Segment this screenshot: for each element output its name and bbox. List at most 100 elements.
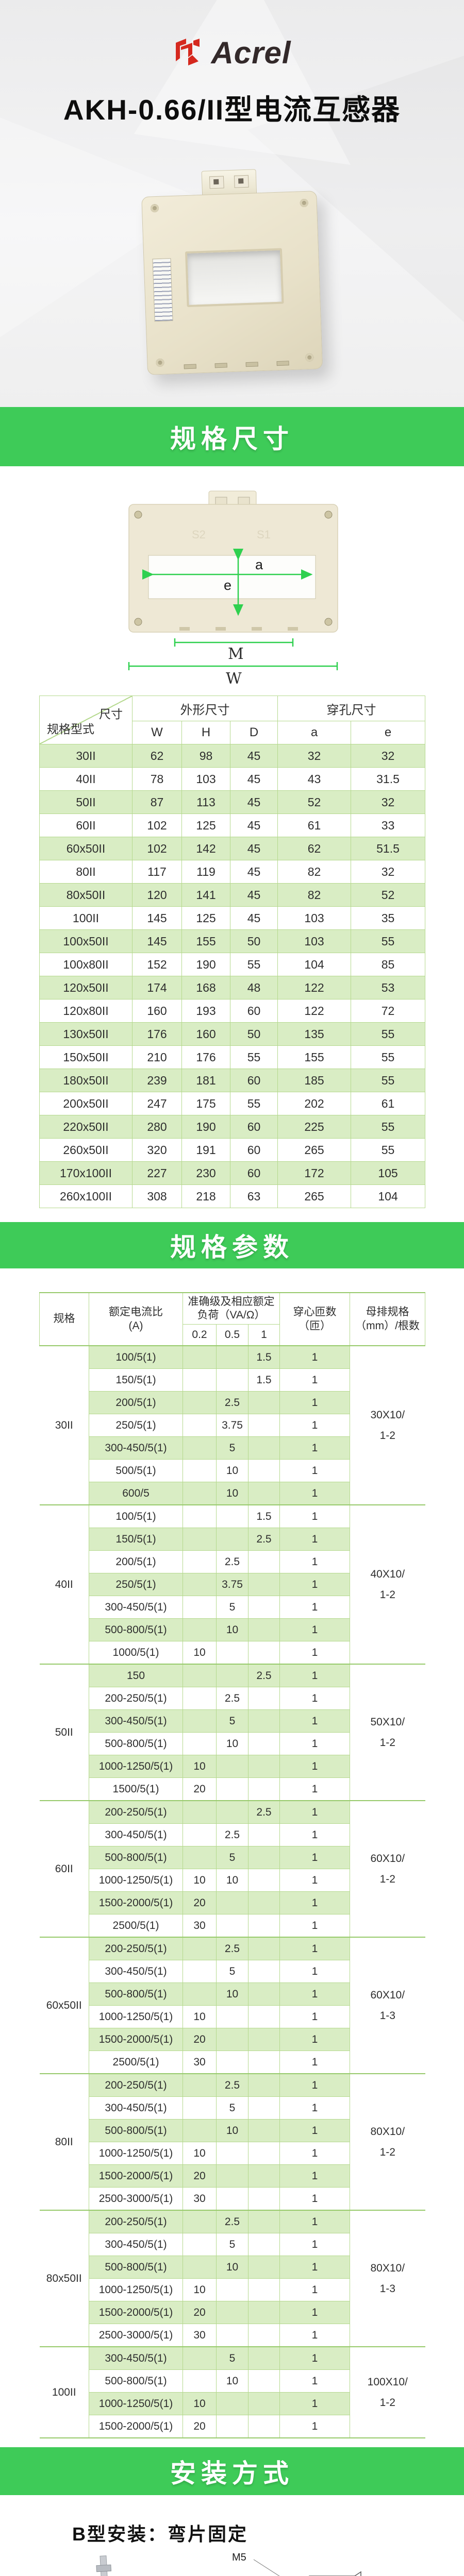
cell: 300-450/5(1) [89, 2096, 183, 2120]
cell: 500-800/5(1) [89, 1982, 183, 2006]
cell [216, 2415, 248, 2438]
dimension-diagram: S2 S1 a e M W [128, 490, 338, 688]
cell [216, 2164, 248, 2188]
table-row: 500-800/5(1) 10 1 [40, 1732, 425, 1755]
cell: 145 [132, 906, 182, 930]
corner-label-top: 尺寸 [99, 707, 123, 721]
table-row: 1500/5(1) 20 1 [40, 1777, 425, 1801]
cell: 170x100II [39, 1161, 132, 1185]
table-row: 200x50II 247 175 55 202 61 [39, 1092, 426, 1115]
cell: 176 [181, 1045, 230, 1069]
cell: 82 [277, 860, 352, 884]
cell: 5 [216, 2346, 248, 2370]
cell [216, 1641, 248, 1664]
cell: 160 [132, 999, 182, 1023]
dimension-table-body: 30II 62 98 45 32 32 40II 78 103 45 43 31.5 50II 87 113… [39, 744, 426, 1208]
cell [183, 2096, 217, 2120]
cell [183, 1528, 217, 1551]
spec-group-label: 60II [39, 1800, 89, 1937]
cell [247, 2164, 280, 2188]
cell: 300-450/5(1) [89, 2233, 183, 2256]
cell: 200-250/5(1) [89, 2210, 183, 2233]
cell [183, 1960, 217, 1983]
table-row: 260x50II 320 191 60 265 55 [39, 1138, 426, 1162]
cell [247, 1960, 280, 1983]
cell: 62 [132, 744, 182, 768]
table-row: 30II 62 98 45 32 32 [39, 744, 426, 768]
busbar-group-cell: 80X10/ 1-3 [350, 2210, 425, 2347]
cell: 55 [351, 1045, 426, 1069]
b-label-m5: M5 [232, 2552, 246, 2563]
cell [183, 1937, 217, 1960]
cell: 300-450/5(1) [89, 2346, 183, 2370]
accuracy-col-02: 0.2 [183, 1324, 217, 1346]
cell [183, 1709, 217, 1733]
cell: 1 [279, 2415, 350, 2438]
cell: 60 [229, 1138, 278, 1162]
cell: 72 [351, 999, 426, 1023]
cell [247, 2346, 280, 2370]
cell: 135 [277, 1022, 352, 1046]
cell: 122 [277, 999, 352, 1023]
table-row: 50II 87 113 45 52 32 [39, 790, 426, 814]
table-row: 1000/5(1) 10 1 [40, 1641, 425, 1664]
table-row: 150x50II 210 176 55 155 55 [39, 1045, 426, 1069]
cell: 1.5 [247, 1345, 280, 1369]
cell: 1 [279, 1982, 350, 2006]
table-row: 500/5(1) 10 1 [40, 1459, 425, 1482]
table-row: 1500-2000/5(1) 20 1 [40, 1891, 425, 1914]
table-row: 80II 200-250/5(1) 2.5 1 80X10/ 1-2 [39, 2073, 425, 2210]
cell: 200/5(1) [89, 1550, 183, 1573]
cell [247, 1891, 280, 1914]
cell: 130x50II [39, 1022, 132, 1046]
header-busbar: 母排规格 （mm）/根数 [350, 1292, 426, 1346]
cell: 20 [183, 1891, 217, 1914]
cell [183, 1846, 217, 1869]
cell [247, 2005, 280, 2028]
cell: 80x50II [39, 883, 132, 907]
cell: 98 [181, 744, 230, 768]
cell: 2500/5(1) [89, 2050, 183, 2074]
cell: 200-250/5(1) [89, 2073, 183, 2097]
cell [247, 1641, 280, 1664]
cell: 260x100II [39, 1184, 132, 1208]
cell: 80II [39, 860, 132, 884]
table-row: 60II 102 125 45 61 33 [39, 814, 426, 837]
cell: 260x50II [39, 1138, 132, 1162]
brand-logo: Acrel [0, 35, 464, 71]
cell: 210 [132, 1045, 182, 1069]
cell: 500-800/5(1) [89, 2119, 183, 2142]
corner-label-bottom: 规格型式 [47, 722, 94, 736]
cell [247, 2392, 280, 2415]
cell: 1 [279, 1687, 350, 1710]
cell: 10 [216, 1982, 248, 2006]
cell: 3.75 [216, 1414, 248, 1437]
section-banner-parameters: 规格参数 [0, 1222, 464, 1268]
table-row: 250/5(1) 3.75 1 [40, 1573, 425, 1596]
cell [247, 1777, 280, 1801]
cell: 10 [183, 2005, 217, 2028]
cell [216, 1914, 248, 1937]
busbar-group-cell: 80X10/ 1-2 [350, 2073, 425, 2210]
cell [183, 1436, 217, 1460]
cell: 2.5 [247, 1664, 280, 1687]
cell: 60 [229, 1115, 278, 1139]
table-row: 300-450/5(1) 5 1 [40, 2233, 425, 2256]
cell: 200x50II [39, 1092, 132, 1115]
dim-label-w: W [226, 670, 242, 688]
cell: 1 [279, 1846, 350, 1869]
table-row: 60x50II 102 142 45 62 51.5 [39, 837, 426, 860]
cell [216, 2187, 248, 2210]
table-row: 500-800/5(1) 10 1 [40, 1618, 425, 1641]
cell: 1500-2000/5(1) [89, 2028, 183, 2051]
cell: 100x80II [39, 953, 132, 976]
cell [247, 2119, 280, 2142]
table-row: 150/5(1) 2.5 1 [40, 1528, 425, 1551]
cell [216, 2028, 248, 2051]
cell: 175 [181, 1092, 230, 1115]
cell: 61 [277, 814, 352, 837]
cell: 1 [279, 2164, 350, 2188]
cell: 1 [279, 2028, 350, 2051]
cell: 45 [229, 906, 278, 930]
cell: 100/5(1) [89, 1345, 183, 1369]
